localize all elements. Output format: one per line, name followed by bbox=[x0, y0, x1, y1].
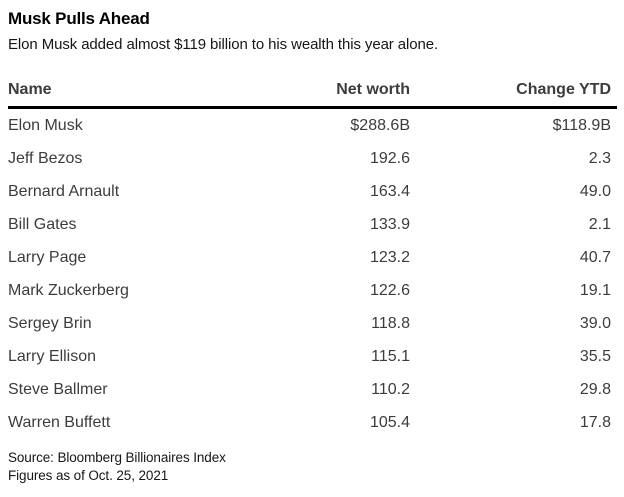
source-line: Source: Bloomberg Billionaires Index bbox=[8, 450, 226, 465]
person-name: Larry Page bbox=[8, 248, 87, 266]
change-ytd-value: 29.8 bbox=[579, 380, 611, 398]
net-worth-value: 133.9 bbox=[369, 215, 410, 233]
table-row: Mark Zuckerberg 122.6 19.1 bbox=[8, 274, 617, 307]
table-header-row: Name Net worth Change YTD bbox=[8, 81, 617, 109]
person-name: Elon Musk bbox=[8, 116, 83, 134]
change-ytd-value: 49.0 bbox=[579, 182, 611, 200]
column-header-change-ytd: Change YTD bbox=[516, 81, 611, 98]
table-row: Steve Ballmer 110.2 29.8 bbox=[8, 373, 617, 406]
column-header-net-worth: Net worth bbox=[336, 81, 410, 98]
table-row: Jeff Bezos 192.6 2.3 bbox=[8, 142, 617, 175]
billionaires-table: Name Net worth Change YTD Elon Musk $288.… bbox=[8, 81, 617, 439]
net-worth-value: 192.6 bbox=[369, 149, 410, 167]
source-note: Source: Bloomberg Billionaires Index Fig… bbox=[8, 449, 617, 485]
person-name: Warren Buffett bbox=[8, 413, 111, 431]
table-row: Warren Buffett 105.4 17.8 bbox=[8, 406, 617, 439]
net-worth-value: 110.2 bbox=[371, 380, 410, 398]
person-name: Mark Zuckerberg bbox=[8, 281, 129, 299]
net-worth-value: 105.4 bbox=[369, 413, 410, 431]
net-worth-value: 115.1 bbox=[371, 347, 410, 365]
subtitle: Elon Musk added almost $119 billion to h… bbox=[8, 36, 439, 53]
change-ytd-value: 19.1 bbox=[579, 281, 611, 299]
table-row: Larry Page 123.2 40.7 bbox=[8, 241, 617, 274]
billionaires-graphic: Musk Pulls Ahead Elon Musk added almost … bbox=[8, 9, 617, 485]
person-name: Bernard Arnault bbox=[8, 182, 120, 200]
change-ytd-value: 17.8 bbox=[579, 413, 611, 431]
change-ytd-value: 40.7 bbox=[579, 248, 611, 266]
net-worth-value: $288.6B bbox=[350, 116, 410, 134]
change-ytd-value: 39.0 bbox=[579, 314, 611, 332]
page-title: Musk Pulls Ahead bbox=[8, 9, 150, 28]
person-name: Bill Gates bbox=[8, 215, 77, 233]
person-name: Larry Ellison bbox=[8, 347, 97, 365]
table-row: Sergey Brin 118.8 39.0 bbox=[8, 307, 617, 340]
net-worth-value: 163.4 bbox=[369, 182, 410, 200]
table-row: Elon Musk $288.6B $118.9B bbox=[8, 109, 617, 142]
change-ytd-value: $118.9B bbox=[552, 116, 611, 134]
net-worth-value: 123.2 bbox=[369, 248, 410, 266]
change-ytd-value: 2.3 bbox=[588, 149, 611, 167]
person-name: Jeff Bezos bbox=[8, 149, 83, 167]
table-row: Larry Ellison 115.1 35.5 bbox=[8, 340, 617, 373]
net-worth-value: 122.6 bbox=[369, 281, 410, 299]
person-name: Steve Ballmer bbox=[8, 380, 108, 398]
column-header-name: Name bbox=[8, 81, 52, 98]
asof-line: Figures as of Oct. 25, 2021 bbox=[8, 468, 169, 483]
person-name: Sergey Brin bbox=[8, 314, 92, 332]
table-body: Elon Musk $288.6B $118.9B Jeff Bezos 192.6 2.… bbox=[8, 109, 617, 439]
table-row: Bernard Arnault 163.4 49.0 bbox=[8, 175, 617, 208]
table-row: Bill Gates 133.9 2.1 bbox=[8, 208, 617, 241]
change-ytd-value: 2.1 bbox=[588, 215, 611, 233]
change-ytd-value: 35.5 bbox=[579, 347, 611, 365]
net-worth-value: 118.8 bbox=[371, 314, 410, 332]
